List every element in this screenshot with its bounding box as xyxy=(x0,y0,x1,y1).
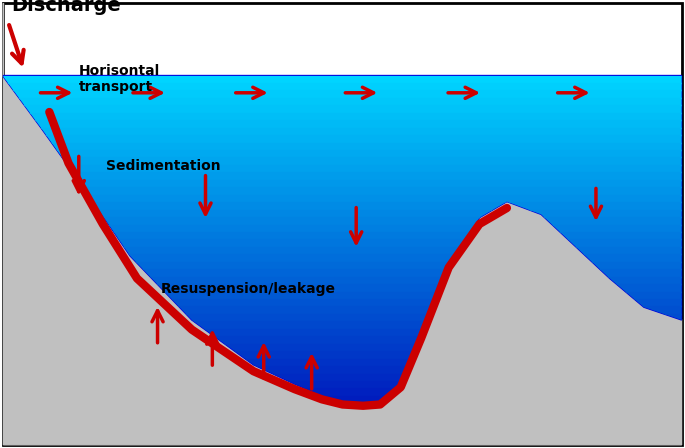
Polygon shape xyxy=(3,150,682,157)
Polygon shape xyxy=(3,440,682,448)
Polygon shape xyxy=(3,351,682,358)
Polygon shape xyxy=(3,247,682,254)
Polygon shape xyxy=(3,426,682,433)
Polygon shape xyxy=(3,210,682,217)
Polygon shape xyxy=(3,105,682,113)
Polygon shape xyxy=(3,113,682,120)
Polygon shape xyxy=(3,299,682,306)
Polygon shape xyxy=(3,262,682,269)
Polygon shape xyxy=(3,187,682,195)
Polygon shape xyxy=(3,195,682,202)
Polygon shape xyxy=(3,292,682,299)
Polygon shape xyxy=(3,76,682,83)
Polygon shape xyxy=(3,217,682,224)
Polygon shape xyxy=(3,3,682,445)
Polygon shape xyxy=(3,98,682,105)
Polygon shape xyxy=(3,165,682,172)
Polygon shape xyxy=(3,411,682,418)
Polygon shape xyxy=(3,142,682,150)
Polygon shape xyxy=(3,396,682,403)
Polygon shape xyxy=(3,418,682,426)
Polygon shape xyxy=(3,254,682,262)
Polygon shape xyxy=(3,388,682,396)
Polygon shape xyxy=(3,366,682,374)
Polygon shape xyxy=(3,180,682,187)
Polygon shape xyxy=(3,358,682,366)
Polygon shape xyxy=(3,314,682,321)
Polygon shape xyxy=(3,284,682,292)
Polygon shape xyxy=(3,306,682,314)
Text: Discharge: Discharge xyxy=(12,0,121,15)
Polygon shape xyxy=(3,433,682,440)
Polygon shape xyxy=(3,403,682,411)
Text: Resuspension/leakage: Resuspension/leakage xyxy=(161,282,336,296)
Polygon shape xyxy=(3,83,682,90)
Polygon shape xyxy=(3,157,682,165)
Polygon shape xyxy=(3,374,682,381)
Polygon shape xyxy=(3,135,682,142)
Polygon shape xyxy=(3,381,682,388)
Polygon shape xyxy=(3,172,682,180)
Polygon shape xyxy=(3,321,682,329)
Polygon shape xyxy=(3,232,682,239)
Polygon shape xyxy=(3,329,682,336)
Polygon shape xyxy=(3,336,682,344)
Polygon shape xyxy=(3,239,682,247)
Polygon shape xyxy=(3,269,682,277)
Text: Horisontal
transport: Horisontal transport xyxy=(79,64,160,94)
Polygon shape xyxy=(3,277,682,284)
Polygon shape xyxy=(3,76,682,403)
Polygon shape xyxy=(3,128,682,135)
Polygon shape xyxy=(3,90,682,98)
Polygon shape xyxy=(3,344,682,351)
Polygon shape xyxy=(3,120,682,128)
Polygon shape xyxy=(3,224,682,232)
Text: Sedimentation: Sedimentation xyxy=(106,159,221,172)
Polygon shape xyxy=(3,202,682,210)
